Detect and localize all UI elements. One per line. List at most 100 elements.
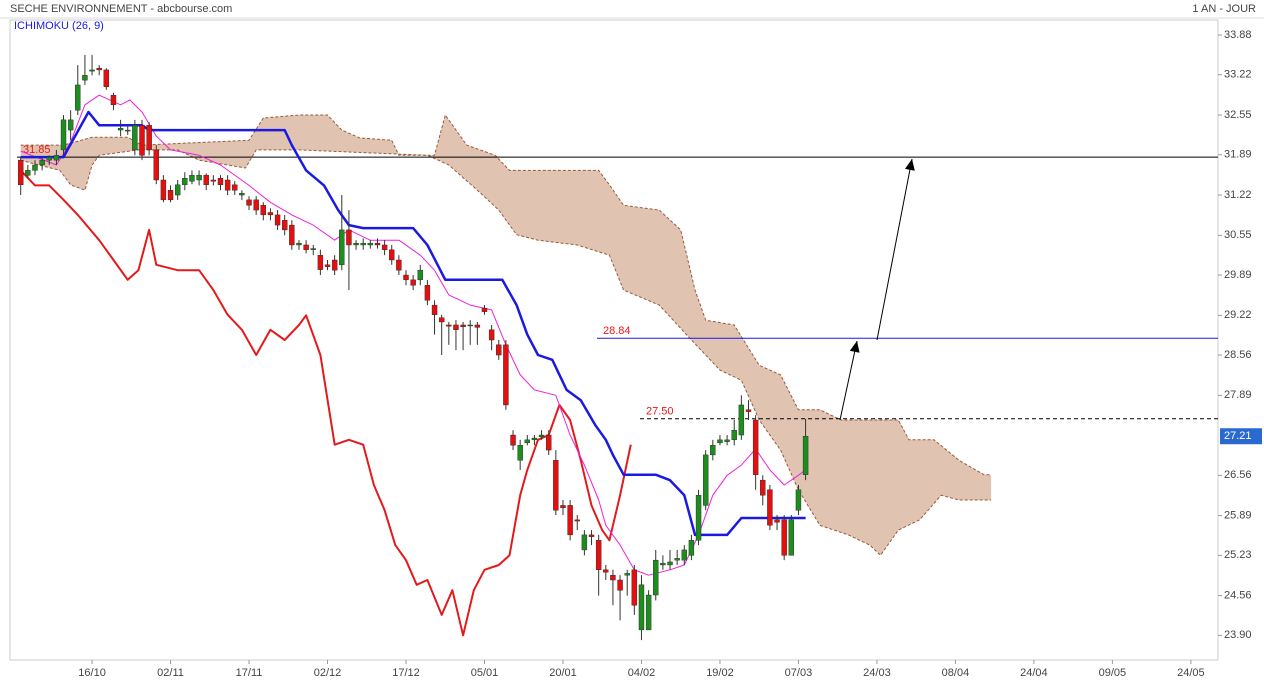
- x-tick-label: 24/03: [863, 667, 891, 679]
- x-tick-label: 04/02: [628, 667, 656, 679]
- candle-body: [46, 156, 52, 161]
- arrow-head: [849, 341, 860, 353]
- candle-body: [310, 248, 316, 250]
- candle-body: [674, 558, 680, 561]
- candle-body: [767, 489, 773, 526]
- candle-body: [702, 454, 709, 506]
- candle-body: [410, 279, 416, 286]
- candle-body: [53, 155, 60, 161]
- candle-body: [132, 125, 138, 151]
- candle-body: [581, 534, 588, 551]
- candle-body: [317, 254, 324, 270]
- candle-body: [560, 505, 566, 509]
- candle-body: [182, 177, 188, 186]
- x-tick-label: 05/01: [471, 667, 499, 679]
- candle-body: [89, 69, 95, 72]
- candle-body: [117, 128, 124, 131]
- candle-body: [346, 229, 352, 246]
- y-tick-label: 29.89: [1224, 269, 1252, 281]
- y-tick-label: 29.22: [1224, 309, 1252, 321]
- y-tick-label: 32.55: [1224, 109, 1252, 121]
- y-tick-label: 24.56: [1224, 590, 1252, 602]
- y-tick-label: 33.22: [1224, 69, 1252, 81]
- candle-body: [752, 419, 759, 475]
- candle-body: [167, 190, 174, 201]
- candle-body: [681, 549, 687, 561]
- level-label: 27.50: [646, 406, 674, 418]
- candle-body: [324, 264, 331, 267]
- chart-title: SECHE ENVIRONNEMENT - abcbourse.com: [10, 3, 232, 15]
- candle-body: [631, 569, 638, 606]
- candle-body: [795, 489, 802, 511]
- candle-body: [353, 242, 359, 246]
- last-price-label: 27.21: [1224, 430, 1252, 442]
- candle-body: [67, 119, 74, 131]
- candle-body: [424, 285, 431, 301]
- candle-body: [802, 436, 809, 475]
- candle-body: [75, 84, 81, 111]
- candle-body: [267, 212, 274, 216]
- indicator-line: [20, 110, 806, 537]
- level-label: 31.85: [23, 144, 51, 156]
- candle-body: [239, 193, 245, 196]
- candle-body: [524, 439, 531, 444]
- candle-body: [360, 242, 366, 246]
- candle-body: [189, 174, 195, 182]
- candle-body: [438, 317, 445, 323]
- candle-body: [396, 259, 402, 271]
- candle-body: [474, 324, 481, 328]
- candle-body: [403, 274, 409, 281]
- candle-body: [60, 119, 67, 151]
- candle-body: [210, 179, 217, 182]
- candle-body: [289, 224, 295, 246]
- candle-body: [103, 69, 110, 87]
- candle-body: [39, 159, 45, 166]
- candle-body: [745, 409, 752, 412]
- arrow-shaft: [876, 158, 913, 341]
- arrow-head: [905, 159, 915, 171]
- candle-body: [617, 579, 623, 591]
- candle-body: [603, 569, 609, 573]
- period-label: 1 AN - JOUR: [1192, 3, 1256, 15]
- candle-body: [624, 573, 630, 576]
- candle-body: [788, 519, 795, 556]
- arrow-shaft: [839, 340, 858, 421]
- candle-body: [710, 445, 716, 456]
- candle-body: [695, 494, 702, 541]
- level-label: 28.84: [603, 325, 631, 337]
- candle-body: [595, 540, 602, 570]
- x-tick-label: 02/12: [314, 667, 342, 679]
- y-tick-label: 31.89: [1224, 149, 1252, 161]
- candle-body: [32, 164, 38, 171]
- y-tick-label: 27.89: [1224, 389, 1252, 401]
- candle-body: [203, 174, 209, 186]
- candle-body: [282, 220, 288, 231]
- x-tick-label: 09/05: [1099, 667, 1127, 679]
- candle-body: [246, 199, 252, 206]
- candle-body: [303, 244, 309, 250]
- candle-body: [146, 125, 152, 151]
- y-tick-label: 26.56: [1224, 469, 1252, 481]
- cloud-fill: [20, 115, 992, 556]
- candle-body: [18, 159, 24, 186]
- candle-body: [460, 324, 466, 327]
- x-tick-label: 17/11: [236, 667, 263, 679]
- candle-body: [645, 594, 652, 631]
- candle-body: [381, 244, 388, 250]
- candle-body: [610, 574, 616, 581]
- candle-body: [667, 561, 673, 566]
- candle-body: [538, 434, 545, 438]
- candle-body: [25, 170, 31, 176]
- x-tick-label: 24/05: [1177, 667, 1205, 679]
- x-tick-label: 17/12: [392, 667, 420, 679]
- candle-body: [431, 304, 438, 315]
- plot-frame: [9, 19, 1219, 661]
- candle-body: [510, 434, 516, 446]
- candle-body: [82, 75, 88, 81]
- last-price-box: [1220, 428, 1262, 445]
- candle-body: [496, 344, 502, 356]
- candle-body: [196, 174, 202, 181]
- x-tick-label: 02/11: [157, 667, 184, 679]
